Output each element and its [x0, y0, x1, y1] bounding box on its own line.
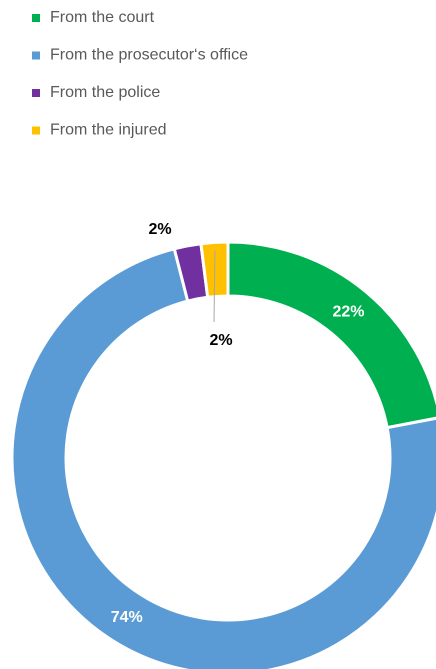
legend-label: From the prosecutor‘s office: [50, 47, 248, 64]
donut-slice: [10, 246, 436, 669]
leader-line: [213, 250, 216, 323]
data-label: 22%: [332, 304, 364, 321]
data-label: 2%: [148, 221, 171, 238]
legend-swatch: [32, 14, 40, 22]
legend-swatch: [32, 126, 40, 135]
legend-label: From the injured: [50, 122, 167, 139]
data-label: 74%: [111, 609, 143, 626]
legend-swatch: [32, 89, 40, 97]
legend-label: From the court: [50, 9, 155, 26]
donut-slice: [226, 240, 436, 430]
legend-label: From the police: [50, 84, 160, 101]
legend-swatch: [32, 51, 40, 60]
data-label: 2%: [209, 332, 232, 349]
